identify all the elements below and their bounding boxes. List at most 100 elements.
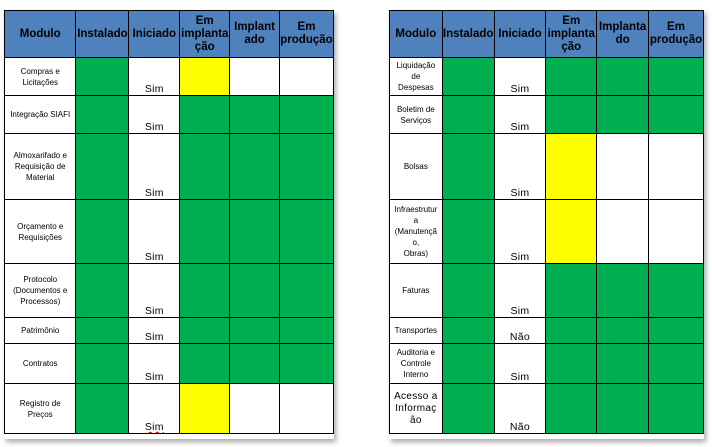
header-instalado: Instalado: [75, 10, 130, 58]
implantado-cell: [596, 343, 650, 384]
implantado-cell: [229, 317, 280, 344]
modulo-text-line: Orçamento e: [17, 221, 64, 231]
modulo-cell: Acesso a Informaç ão: [389, 383, 443, 434]
modulo-text-line: Almoxarifado e: [13, 151, 67, 160]
instalado-cell: [441, 95, 495, 134]
header-text-line: Iniciado: [132, 27, 177, 40]
header-text-line: ção: [194, 40, 215, 53]
modulo-text-line: Informaç: [395, 402, 437, 414]
modulo-cell: Contratos: [3, 343, 77, 384]
modulo-text-line: Material: [26, 173, 55, 182]
table-row: Infraestrutur a (Manutençã o, Obras) Sim: [389, 199, 704, 264]
table-header-row: Modulo Instalado Iniciado Em implanta ção Impl…: [3, 10, 335, 58]
instalado-cell: [441, 133, 495, 200]
left-status-table: Modulo Instalado Iniciado Em implanta ção Impl…: [3, 10, 335, 434]
iniciado-cell: Sim: [128, 263, 181, 318]
em-implantacao-cell: [179, 133, 231, 200]
modulo-cell: Faturas: [389, 263, 443, 318]
modulo-text-line: Licitações: [22, 77, 59, 87]
header-instalado: Instalado: [441, 10, 495, 58]
iniciado-value: Sim: [144, 83, 164, 95]
table-row: Contratos Sim: [3, 343, 335, 384]
iniciado-cell: Sim: [493, 343, 547, 384]
modulo-text-line: Protocolo: [23, 275, 58, 284]
implantado-cell: [229, 343, 280, 384]
iniciado-value: Sim: [144, 251, 164, 263]
iniciado-cell: Sim: [493, 95, 547, 134]
iniciado-cell: Sim: [128, 383, 181, 434]
instalado-cell: [441, 263, 495, 318]
header-text-line: ção: [561, 40, 582, 53]
em-producao-cell: [278, 383, 335, 434]
iniciado-value: Sim: [510, 83, 530, 95]
em-producao-cell: [278, 343, 335, 384]
em-implantacao-cell: [545, 133, 598, 200]
modulo-text-line: Acesso a: [394, 390, 438, 402]
header-text-line: ado: [244, 34, 265, 46]
implantado-cell: [596, 317, 650, 344]
header-text-line: Iniciado: [498, 27, 542, 40]
modulo-text-line: Controle: [400, 359, 431, 368]
iniciado-value: Sim: [510, 251, 530, 263]
modulo-text-line: Bolsas: [403, 162, 428, 171]
em-producao-cell: [278, 95, 335, 134]
em-producao-cell: [648, 263, 704, 318]
right-status-table: Modulo Instalado Iniciado Em implanta ção Impl…: [389, 10, 704, 434]
header-text-line: do: [615, 34, 630, 46]
implantado-cell: [596, 133, 650, 200]
header-text-line: Em: [562, 14, 581, 27]
em-implantacao-cell: [179, 95, 231, 134]
modulo-text-line: (Manutençã: [394, 227, 437, 236]
iniciado-value: Sim: [510, 121, 530, 133]
iniciado-value: Sim: [144, 331, 164, 343]
iniciado-cell: Sim: [128, 133, 181, 200]
implantado-cell: [229, 199, 280, 264]
header-iniciado: Iniciado: [493, 10, 547, 58]
iniciado-value: Sim: [510, 305, 530, 317]
modulo-text-line: a: [413, 216, 419, 225]
table-row: Patrimônio Sim: [3, 317, 335, 344]
modulo-text-line: Despesas: [398, 83, 434, 92]
modulo-text-line: Serviços: [400, 115, 432, 125]
em-implantacao-cell: [545, 199, 598, 264]
em-implantacao-cell: [545, 343, 598, 384]
modulo-cell: Auditoria e Controle Interno: [389, 343, 443, 384]
iniciado-cell: Sim: [128, 317, 181, 344]
instalado-cell: [441, 199, 495, 264]
implantado-cell: [229, 263, 280, 318]
implantado-cell: [596, 263, 650, 318]
header-text-line: implanta: [547, 27, 595, 40]
modulo-cell: Almoxarifado e Requisição de Material: [3, 133, 77, 200]
em-producao-cell: [648, 317, 704, 344]
modulo-text-line: Faturas: [402, 286, 430, 295]
iniciado-cell: Sim: [128, 57, 181, 96]
iniciado-value: Sim: [510, 187, 530, 199]
table-row: Acesso a Informaç ão Não: [389, 383, 704, 434]
modulo-text-line: Infraestrutur: [394, 205, 438, 214]
iniciado-cell: Sim: [493, 263, 547, 318]
table-row: Orçamento e Requisições Sim: [3, 199, 335, 264]
modulo-text-line: Requisição de: [14, 162, 66, 171]
table-row: Almoxarifado e Requisição de Material Sim: [3, 133, 335, 200]
iniciado-cell: Não: [493, 383, 547, 434]
modulo-text-line: Boletim de: [396, 104, 435, 114]
em-producao-cell: [648, 57, 704, 96]
modulo-text-line: Patrimônio: [21, 326, 60, 335]
modulo-text-line: Requisições: [18, 232, 63, 242]
header-text-line: Modulo: [395, 27, 437, 40]
table-row: Bolsas Sim: [389, 133, 704, 200]
implantado-cell: [596, 57, 650, 96]
modulo-cell: Transportes: [389, 317, 443, 344]
em-producao-cell: [648, 133, 704, 200]
instalado-cell: [441, 317, 495, 344]
em-producao-cell: [278, 57, 335, 96]
table-row: Integração SIAFI Sim: [3, 95, 335, 134]
em-implantacao-cell: [545, 95, 598, 134]
table-row: Auditoria e Controle Interno Sim: [389, 343, 704, 384]
iniciado-cell: Não: [493, 317, 547, 344]
modulo-cell: Bolsas: [389, 133, 443, 200]
em-producao-cell: [278, 199, 335, 264]
modulo-text-line: o,: [412, 238, 420, 247]
em-implantacao-cell: [179, 383, 231, 434]
